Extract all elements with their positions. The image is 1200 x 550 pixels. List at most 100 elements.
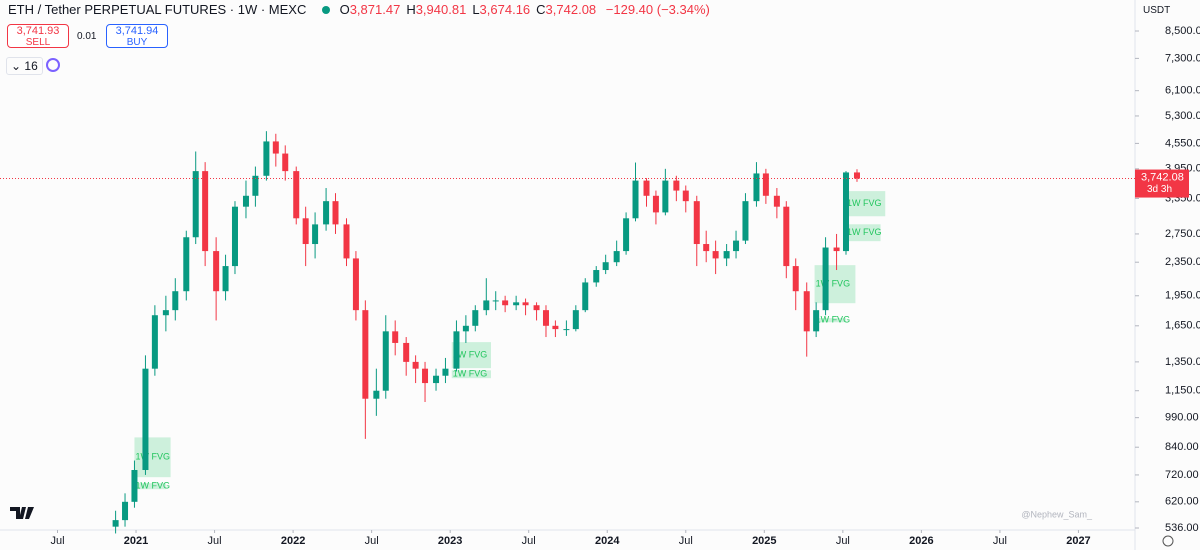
- y-tick-label: 5,300.00: [1165, 110, 1200, 122]
- fvg-label: 1W FVG: [847, 198, 882, 208]
- candle-body: [142, 368, 149, 471]
- candle-body: [272, 141, 279, 154]
- fvg-zone: [845, 224, 881, 242]
- candle-body: [662, 180, 669, 213]
- candle-body: [343, 224, 350, 259]
- tv-logo: [10, 507, 34, 519]
- candle-body: [302, 218, 309, 245]
- fvg-label: 1W FVG: [453, 369, 488, 379]
- candle-body: [252, 175, 259, 196]
- fvg-zones: 1W FVG 1W FVG 1W FVG 1W FVG 1W FVG 1W FVG 1W F…: [134, 191, 886, 491]
- fvg-label: 1W FVG: [847, 227, 882, 237]
- candle-body: [131, 470, 138, 502]
- candle-body: [623, 218, 630, 252]
- buy-button[interactable]: 3,741.94 BUY: [106, 24, 168, 48]
- candle-body: [643, 180, 650, 196]
- candle-body: [733, 240, 740, 252]
- y-tick-label: 720.00: [1165, 469, 1199, 481]
- symbol-title: ETH / Tether PERPETUAL FUTURES · 1W · ME…: [8, 2, 307, 17]
- x-tick-label: 2027: [1066, 535, 1090, 547]
- x-tick-label: 2021: [124, 535, 148, 547]
- ohlc-key: C: [536, 2, 546, 17]
- candle-body: [703, 244, 710, 252]
- candle-body: [542, 310, 549, 326]
- fvg-zone: [814, 318, 846, 323]
- candle-body: [242, 195, 249, 207]
- candle-body: [593, 270, 600, 283]
- x-tick-label: Jul: [522, 535, 536, 547]
- candle-body: [853, 172, 860, 179]
- candle-body: [352, 258, 359, 311]
- candle-body: [842, 172, 849, 252]
- x-tick-label: Jul: [679, 535, 693, 547]
- candle-body: [753, 173, 760, 202]
- x-tick-label: 2025: [752, 535, 776, 547]
- buy-price: 3,741.94: [115, 25, 159, 37]
- candle-body: [813, 310, 820, 332]
- x-tick-label: 2024: [595, 535, 620, 547]
- indicators-toggle[interactable]: ⌄ 16: [6, 57, 43, 75]
- x-tick-label: Jul: [993, 535, 1007, 547]
- y-tick-label: 1,650.00: [1165, 320, 1200, 332]
- candle-body: [533, 305, 540, 311]
- candle-body: [392, 331, 399, 343]
- candle-body: [403, 342, 410, 362]
- candle-body: [582, 282, 589, 311]
- candle-body: [522, 302, 529, 306]
- candle-body: [433, 375, 440, 384]
- candle-body: [112, 520, 119, 527]
- candle-body: [442, 368, 449, 376]
- candle-body: [172, 291, 179, 311]
- y-tick-label: 1,950.00: [1165, 290, 1200, 302]
- candle-body: [513, 302, 520, 306]
- candle-body: [783, 206, 790, 267]
- candle-body: [773, 195, 780, 207]
- change: −129.40 (−3.34%): [605, 2, 710, 17]
- candle-body: [222, 266, 229, 292]
- x-tick-label: Jul: [50, 535, 64, 547]
- candle-body: [682, 190, 689, 202]
- ohlc-key: O: [339, 2, 350, 17]
- candle-body: [183, 237, 190, 292]
- candle-body: [652, 195, 659, 213]
- candle-body: [483, 300, 490, 311]
- settings-icon[interactable]: [1162, 535, 1174, 547]
- fvg-label: 1W FVG: [453, 349, 488, 359]
- y-tick-label: 7,300.00: [1165, 52, 1200, 64]
- ohlc: O3,871.47 H3,940.81 L3,674.16 C3,742.08: [340, 2, 603, 17]
- y-tick-label: 6,100.00: [1165, 85, 1200, 97]
- candle-body: [602, 262, 609, 271]
- last-price-badge: [1135, 169, 1189, 198]
- candle-body: [332, 201, 339, 225]
- candle-body: [382, 331, 389, 391]
- candle-body: [422, 368, 429, 384]
- candle-body: [202, 171, 209, 252]
- candle-body: [192, 171, 199, 238]
- candle-body: [632, 180, 639, 219]
- x-tick-label: Jul: [836, 535, 850, 547]
- candle-body: [213, 251, 220, 292]
- candles: [112, 131, 860, 534]
- candle-body: [263, 141, 270, 176]
- candle-body: [162, 310, 169, 316]
- candle-body: [693, 201, 700, 245]
- candle-body: [822, 247, 829, 311]
- last-price-label: 3,742.08: [1141, 171, 1184, 183]
- candle-body: [502, 300, 509, 306]
- fvg-zone: [845, 191, 886, 217]
- currency[interactable]: USDT: [1143, 5, 1171, 16]
- status-dot: [321, 6, 330, 14]
- sync-icon[interactable]: [46, 58, 60, 72]
- candle-body: [563, 329, 570, 331]
- candle-body: [453, 331, 460, 369]
- fvg-label: 1W FVG: [135, 481, 170, 491]
- candle-body: [462, 325, 469, 332]
- ohlc-value: 3,871.47: [349, 2, 401, 17]
- fvg-label: 1W FVG: [816, 279, 851, 289]
- x-tick-label: 2022: [281, 535, 305, 547]
- sell-button[interactable]: 3,741.93 SELL: [7, 24, 69, 48]
- spread: 0.01: [77, 31, 97, 42]
- ohlc-value: 3,674.16: [479, 2, 531, 17]
- sell-label: SELL: [25, 37, 51, 48]
